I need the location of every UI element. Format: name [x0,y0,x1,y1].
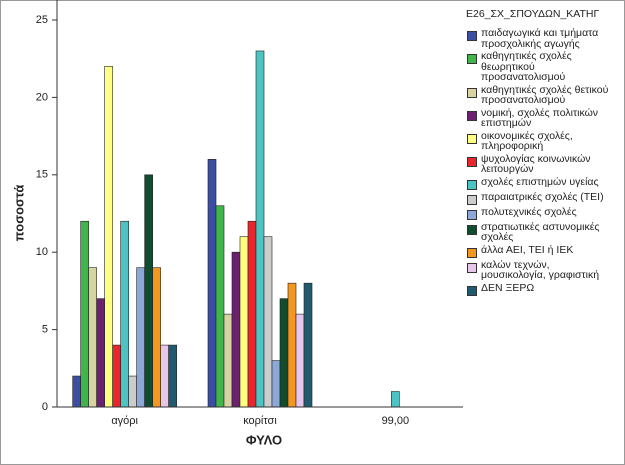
bar [88,267,97,408]
y-tick-label: 10 [36,246,48,258]
bar [80,220,89,408]
legend-label: καθηγητικές σχολές θεωρητικού προσανατολ… [481,50,572,83]
legend-label: καθηγητικές σχολές θετικού προσανατολισμ… [481,83,609,106]
bar [168,344,177,408]
legend: E26_ΣΧ_ΣΠΟΥΔΩΝ_ΚΑΤΗΓ παιδαγωγικά και τμή… [466,8,622,298]
bar [391,391,400,408]
y-tick-label: 25 [36,14,48,26]
bar [271,360,281,408]
legend-swatch [467,224,477,235]
legend-entry: νομική, σχολές πολιτικών επιστημών [466,106,622,129]
legend-label: καλών τεχνών, μουσικολογία, γραφιστική [481,258,600,281]
legend-swatch [467,133,477,144]
bar [223,313,233,408]
legend-swatch [467,285,477,296]
legend-entry: οικονομικές σχολές, πληροφορική [466,129,622,152]
bar [144,174,153,408]
legend-swatch [467,179,477,190]
bar [231,251,241,408]
legend-swatch [467,110,477,121]
x-tick-label: κορίτσι [243,415,277,427]
legend-label: ψυχολογίας κοινωνικών λειτουργών [481,152,591,175]
bar [136,267,145,408]
legend-entry: παραιατρικές σχολές (ΤΕΙ) [466,190,622,205]
x-axis-label: ΦΥΛΟ [246,432,282,447]
bar [104,66,113,408]
legend-swatch [467,209,477,220]
bar [215,205,225,408]
x-tick-label: αγόρι [111,415,138,427]
bar [128,375,137,408]
legend-label: πολυτεχνικές σχολές [481,205,577,218]
bar [263,236,273,408]
legend-entry: στρατιωτικές αστυνομικές σχολές [466,220,622,243]
bar [96,298,105,408]
x-tick-label: 99,00 [382,415,410,427]
y-tick-label: 5 [42,324,48,336]
legend-entry: παιδαγωγικά και τμήματα προσχολικής αγωγ… [466,28,622,49]
legend-entry: πολυτεχνικές σχολές [466,205,622,220]
legend-entry: καθηγητικές σχολές θετικού προσανατολισμ… [466,83,622,106]
legend-title: E26_ΣΧ_ΣΠΟΥΔΩΝ_ΚΑΤΗΓ [466,8,600,20]
bar [120,220,129,408]
legend-label: σχολές επιστημών υγείας [481,175,599,188]
bar [207,159,217,408]
bar [279,298,289,408]
legend-label: παιδαγωγικά και τμήματα προσχολικής αγωγ… [481,27,599,50]
legend-label: οικονομικές σχολές, πληροφορική [481,129,573,152]
bar [112,344,121,408]
y-axis-label: ποσοστά [11,185,26,242]
legend-label: στρατιωτικές αστυνομικές σχολές [481,220,600,243]
legend-entry: ΔΕΝ ΞΕΡΩ [466,281,622,296]
legend-entry: ψυχολογίας κοινωνικών λειτουργών [466,152,622,175]
y-tick-label: 20 [36,91,48,103]
legend-swatch [467,194,477,205]
legend-entry: καθηγητικές σχολές θεωρητικού προσανατολ… [466,51,622,83]
bar [152,267,161,408]
legend-entry: άλλα ΑΕΙ, ΤΕΙ ή ΙΕΚ [466,243,622,258]
bar [255,50,265,408]
legend-entry: καλών τεχνών, μουσικολογία, γραφιστική [466,258,622,281]
legend-swatch [467,247,477,258]
bar [295,313,305,408]
bar [72,375,81,408]
bar [239,236,249,408]
bar [247,220,257,408]
bar [287,282,297,408]
bar [303,282,313,408]
legend-label: ΔΕΝ ΞΕΡΩ [481,281,535,294]
legend-swatch [467,54,477,64]
legend-swatch [467,156,477,167]
legend-label: παραιατρικές σχολές (ΤΕΙ) [481,190,604,203]
legend-swatch [467,87,477,98]
legend-label: άλλα ΑΕΙ, ΤΕΙ ή ΙΕΚ [481,243,574,256]
legend-entry: σχολές επιστημών υγείας [466,175,622,190]
y-tick-label: 15 [36,169,48,181]
legend-label: νομική, σχολές πολιτικών επιστημών [481,106,599,129]
bar [160,344,169,408]
legend-swatch [467,31,477,41]
y-tick-label: 0 [42,401,48,413]
legend-swatch [467,262,477,273]
